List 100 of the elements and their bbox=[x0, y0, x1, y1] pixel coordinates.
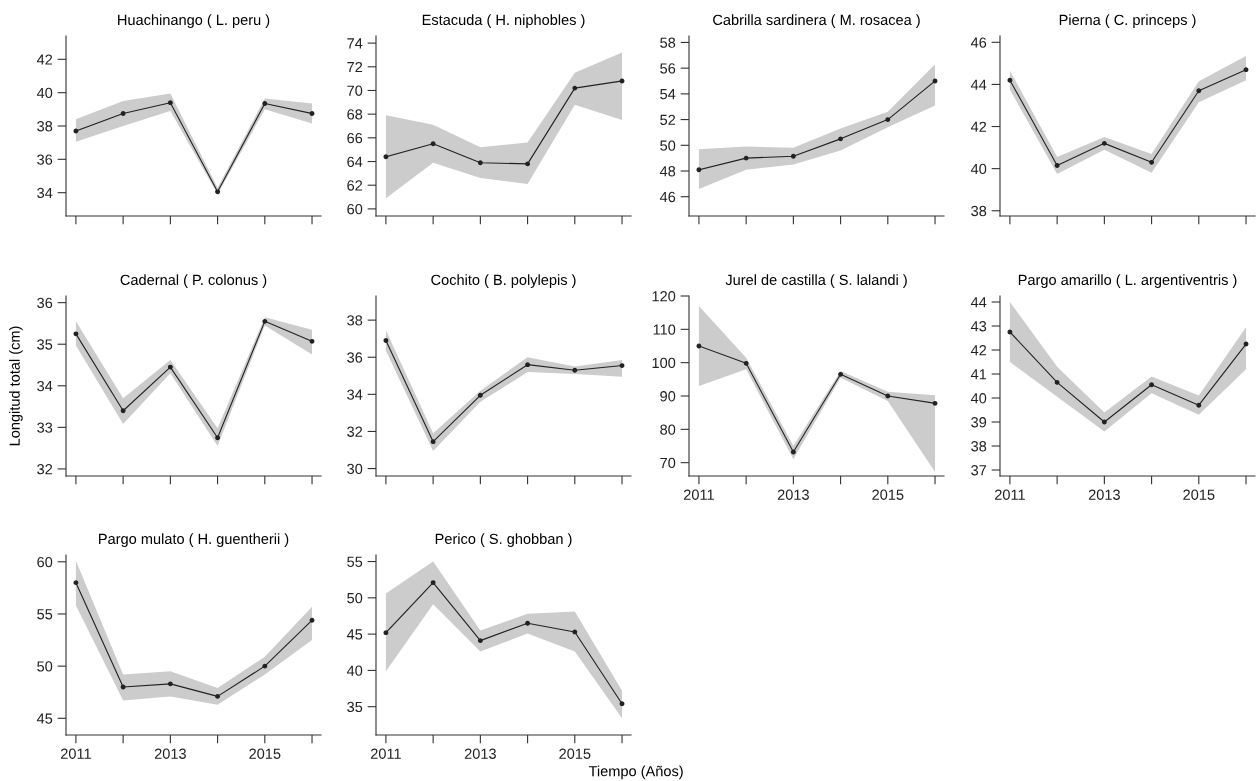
y-tick-label: 44 bbox=[970, 79, 987, 90]
x-tick-label: 2011 bbox=[994, 489, 1025, 500]
point bbox=[619, 363, 625, 369]
chart-title: Jurel de castilla ( S. lalandi ) bbox=[725, 274, 907, 288]
point bbox=[430, 580, 436, 586]
point bbox=[743, 155, 749, 161]
y-tick-label: 48 bbox=[659, 166, 676, 177]
y-tick-label: 34 bbox=[347, 389, 363, 400]
point bbox=[525, 620, 531, 626]
point bbox=[1243, 341, 1249, 347]
point bbox=[383, 154, 389, 160]
point bbox=[215, 189, 221, 195]
point bbox=[885, 393, 891, 399]
y-tick-label: 80 bbox=[660, 424, 676, 435]
y-tick-label: 41 bbox=[970, 369, 987, 380]
y-tick-label: 74 bbox=[347, 38, 363, 49]
point bbox=[73, 331, 79, 337]
y-tick-label: 70 bbox=[660, 457, 676, 469]
y-tick-label: 56 bbox=[660, 63, 676, 74]
y-tick-label: 36 bbox=[37, 154, 53, 165]
x-tick-label: 2011 bbox=[370, 748, 401, 759]
point bbox=[477, 392, 483, 398]
y-tick-label: 62 bbox=[347, 180, 363, 191]
y-tick-label: 33 bbox=[37, 422, 53, 433]
y-tick-label: 46 bbox=[659, 191, 676, 203]
point bbox=[383, 338, 389, 343]
chart-title: Cochito ( B. polylepis ) bbox=[431, 274, 576, 288]
y-tick-label: 43 bbox=[970, 321, 987, 332]
y-tick-label: 72 bbox=[347, 61, 363, 73]
point bbox=[696, 167, 702, 173]
chart-title: Huachinango ( L. peru ) bbox=[118, 14, 270, 28]
point bbox=[1243, 67, 1249, 73]
y-tick-label: 45 bbox=[346, 629, 363, 640]
point bbox=[262, 101, 268, 106]
y-tick-label: 36 bbox=[347, 352, 363, 363]
y-tick-label: 38 bbox=[971, 205, 987, 217]
point bbox=[525, 161, 531, 167]
point bbox=[73, 580, 79, 586]
point bbox=[1196, 88, 1202, 94]
x-tick-label: 2015 bbox=[1183, 489, 1215, 500]
point bbox=[1007, 329, 1013, 335]
chart-title: Cadernal ( P. colonus ) bbox=[120, 274, 267, 288]
point bbox=[120, 408, 126, 414]
point bbox=[309, 111, 315, 116]
point bbox=[932, 78, 938, 84]
point bbox=[262, 318, 268, 324]
point bbox=[1054, 379, 1060, 385]
x-tick-label: 2015 bbox=[249, 748, 281, 759]
chart-title: Perico ( S. ghobban ) bbox=[435, 533, 572, 547]
y-tick-label: 66 bbox=[347, 132, 363, 144]
point bbox=[167, 364, 173, 370]
point bbox=[885, 117, 891, 123]
point bbox=[383, 630, 389, 636]
point bbox=[430, 439, 436, 445]
point bbox=[1054, 163, 1060, 168]
x-tick-label: 2011 bbox=[60, 748, 91, 759]
point bbox=[790, 449, 796, 455]
y-tick-label: 32 bbox=[37, 464, 53, 475]
x-tick-label: 2015 bbox=[559, 748, 591, 759]
y-tick-label: 52 bbox=[660, 114, 676, 125]
x-tick-label: 2013 bbox=[154, 748, 186, 759]
chart-title: Cabrilla sardinera ( M. rosacea ) bbox=[713, 14, 920, 28]
y-tick-label: 39 bbox=[971, 417, 987, 428]
point bbox=[932, 400, 938, 406]
y-tick-label: 54 bbox=[660, 89, 676, 100]
x-tick-label: 2013 bbox=[1088, 489, 1120, 500]
point bbox=[572, 85, 578, 91]
point bbox=[309, 338, 315, 344]
y-tick-label: 34 bbox=[37, 187, 53, 199]
point bbox=[1149, 382, 1155, 388]
y-tick-label: 40 bbox=[970, 393, 987, 404]
y-tick-label: 40 bbox=[346, 665, 363, 676]
y-tick-label: 68 bbox=[347, 109, 363, 120]
y-tick-label: 45 bbox=[36, 713, 53, 724]
y-tick-label: 42 bbox=[970, 345, 987, 356]
point bbox=[477, 160, 483, 166]
point bbox=[1101, 419, 1107, 425]
y-tick-label: 46 bbox=[970, 37, 987, 48]
y-axis-title: Longitud total (cm) bbox=[9, 326, 23, 446]
point bbox=[619, 78, 625, 84]
y-tick-label: 50 bbox=[37, 661, 53, 672]
point bbox=[167, 100, 173, 106]
x-tick-label: 2013 bbox=[777, 489, 809, 500]
y-tick-label: 50 bbox=[660, 140, 676, 151]
point bbox=[309, 617, 315, 623]
point bbox=[120, 111, 126, 116]
point bbox=[619, 701, 625, 707]
y-tick-label: 42 bbox=[970, 121, 987, 132]
point bbox=[73, 128, 79, 134]
point bbox=[1101, 140, 1107, 146]
point bbox=[790, 153, 796, 159]
point bbox=[120, 684, 126, 690]
y-tick-label: 100 bbox=[652, 357, 676, 369]
point bbox=[572, 367, 578, 373]
y-tick-label: 58 bbox=[660, 37, 676, 48]
y-tick-label: 34 bbox=[37, 380, 53, 392]
point bbox=[215, 435, 221, 441]
y-tick-label: 90 bbox=[660, 391, 676, 402]
y-tick-label: 40 bbox=[36, 87, 53, 99]
point bbox=[1007, 77, 1013, 83]
